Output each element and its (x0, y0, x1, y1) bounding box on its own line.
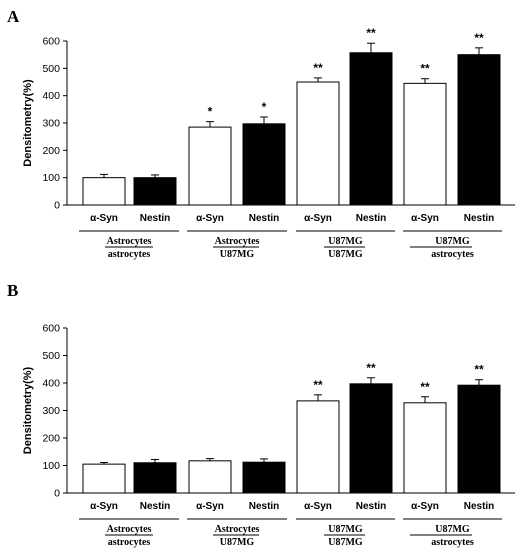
bar (133, 462, 177, 494)
x-tick-label: Nestin (464, 213, 495, 224)
bar (296, 400, 340, 494)
significance-marker: * (262, 100, 267, 114)
significance-marker: ** (420, 380, 430, 394)
y-tick-label: 100 (42, 460, 60, 472)
x-tick-label: Nestin (356, 501, 387, 512)
significance-marker: ** (313, 61, 323, 75)
bar (457, 384, 501, 494)
x-tick-label: α-Syn (90, 213, 118, 224)
bar (242, 123, 286, 206)
x-tick-label: Nestin (356, 213, 387, 224)
panel-a-chart: A Densitometry(%) 0 100 200 300 400 500 600 α-Syn… (7, 7, 515, 260)
group-label-bottom: astrocytes (108, 537, 151, 548)
group-label-bottom: U87MG (328, 249, 363, 260)
y-axis-label: Densitometry(%) (22, 79, 34, 167)
bar (296, 81, 340, 206)
panel-letter: B (7, 281, 18, 300)
group-label-top: U87MG (435, 236, 470, 247)
y-tick-label: 500 (42, 350, 60, 362)
bar (403, 402, 447, 494)
panel-b-chart: B Densitometry(%) 0 100 200 300 400 500 600 α-Syn… (7, 281, 515, 548)
significance-marker: ** (366, 26, 376, 40)
y-tick-label: 200 (42, 145, 60, 157)
bar (133, 177, 177, 206)
x-tick-label: α-Syn (411, 213, 439, 224)
x-tick-label: Nestin (249, 213, 280, 224)
y-tick-label: 200 (42, 433, 60, 445)
group-label-top: Astrocytes (215, 524, 260, 535)
significance-marker: * (208, 105, 213, 119)
group-label-top: Astrocytes (107, 524, 152, 535)
y-tick-label: 0 (54, 488, 60, 500)
group-label-bottom: astrocytes (108, 249, 151, 260)
significance-marker: ** (474, 31, 484, 45)
group-label-top: Astrocytes (107, 236, 152, 247)
x-tick-label: Nestin (249, 501, 280, 512)
group-label-bottom: U87MG (220, 537, 255, 548)
group-label-bottom: U87MG (328, 537, 363, 548)
x-tick-label: Nestin (464, 501, 495, 512)
group-label-bottom: astrocytes (431, 537, 474, 548)
bar (188, 126, 232, 206)
x-tick-label: α-Syn (411, 501, 439, 512)
x-tick-label: α-Syn (304, 501, 332, 512)
group-label-top: Astrocytes (215, 236, 260, 247)
x-tick-label: Nestin (140, 213, 171, 224)
bar (82, 177, 126, 206)
bar (349, 52, 393, 206)
group-label-top: U87MG (328, 524, 363, 535)
x-tick-label: α-Syn (196, 213, 224, 224)
y-tick-label: 0 (54, 200, 60, 212)
x-tick-label: α-Syn (196, 501, 224, 512)
significance-marker: ** (366, 361, 376, 375)
y-tick-label: 600 (42, 323, 60, 335)
significance-marker: ** (474, 363, 484, 377)
significance-marker: ** (420, 62, 430, 76)
y-tick-label: 300 (42, 118, 60, 130)
y-tick-label: 100 (42, 172, 60, 184)
y-tick-label: 400 (42, 90, 60, 102)
x-tick-label: α-Syn (90, 501, 118, 512)
bar (242, 461, 286, 494)
bar (349, 383, 393, 494)
x-tick-label: α-Syn (304, 213, 332, 224)
bar (188, 460, 232, 494)
x-tick-label: Nestin (140, 501, 171, 512)
y-tick-label: 400 (42, 378, 60, 390)
group-label-top: U87MG (435, 524, 470, 535)
bar (403, 82, 447, 206)
group-label-top: U87MG (328, 236, 363, 247)
group-label-bottom: astrocytes (431, 249, 474, 260)
bar (457, 54, 501, 206)
y-axis-label: Densitometry(%) (22, 366, 34, 454)
y-tick-label: 600 (42, 36, 60, 48)
bar (82, 463, 126, 494)
y-tick-label: 500 (42, 63, 60, 75)
panel-letter: A (7, 7, 20, 26)
group-label-bottom: U87MG (220, 249, 255, 260)
y-tick-label: 300 (42, 405, 60, 417)
significance-marker: ** (313, 378, 323, 392)
